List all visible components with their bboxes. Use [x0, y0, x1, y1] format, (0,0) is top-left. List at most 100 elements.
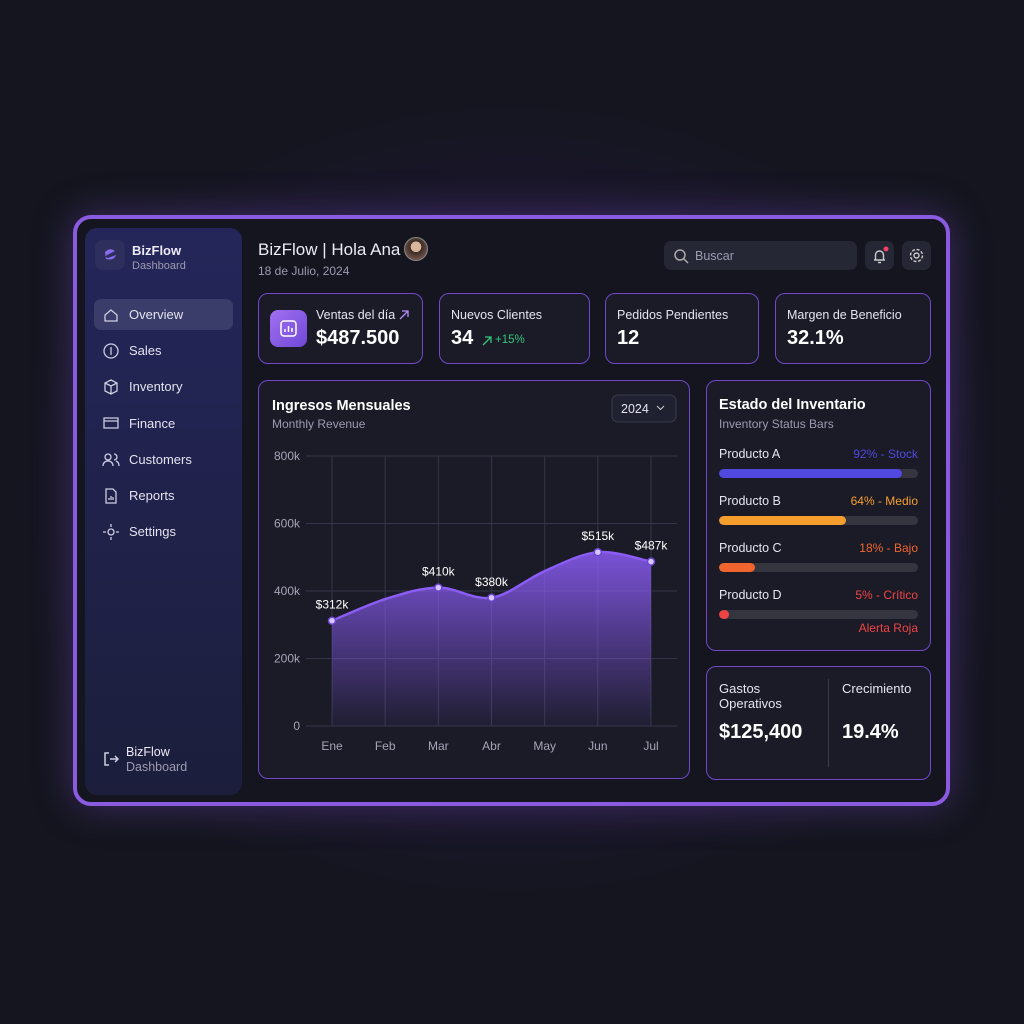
nav-item[interactable]: Overview: [94, 299, 233, 330]
icon-path: [103, 343, 119, 359]
brand: BizFlow: [132, 243, 182, 258]
kpi-icon: [270, 310, 307, 347]
point: [434, 583, 443, 592]
footer-title[interactable]: BizFlow: [126, 745, 170, 759]
y-tick-label: 400k: [274, 584, 301, 598]
kpi-card: Pedidos Pendientes 12: [605, 293, 759, 364]
bar-track: [719, 563, 918, 572]
nav-icon: [105, 487, 117, 504]
chart-panel: Ingresos Mensuales Monthly Revenue 2024 …: [258, 380, 690, 779]
y-tick-label: 0: [293, 719, 300, 733]
item-status: 64% - Medio: [850, 494, 918, 508]
search-placeholder: Buscar: [695, 248, 734, 263]
inventory-panel: Estado del Inventario Inventory Status B…: [706, 380, 931, 651]
nav-label: Sales: [129, 343, 162, 359]
x-tick-label: Jun: [588, 739, 607, 753]
item-name: Producto C: [719, 541, 782, 555]
kpi-label: Margen de Beneficio: [787, 308, 902, 322]
x-tick-label: Jul: [643, 739, 658, 753]
bar: [719, 610, 729, 619]
item-status: 92% - Stock: [853, 447, 918, 461]
point: [487, 593, 496, 602]
header-date: 18 de Julio, 2024: [258, 264, 350, 278]
header-title: BizFlow | Hola Ana: [258, 240, 401, 259]
nav-item[interactable]: Inventory: [94, 371, 233, 402]
bar-track: [719, 610, 918, 619]
nav-item[interactable]: Settings: [94, 516, 233, 547]
nav-item[interactable]: Finance: [94, 408, 233, 439]
summary-value: $125,400: [719, 721, 803, 743]
year-select[interactable]: [611, 394, 677, 423]
kpi-label: Ventas del día: [316, 308, 396, 322]
nav-icon: [102, 453, 120, 467]
nav-label: Finance: [129, 415, 176, 431]
summary-label: Gastos Operativos: [719, 681, 782, 711]
bar-track: [719, 469, 918, 478]
item-status: 5% - Crítico: [855, 588, 918, 602]
nav-label: Customers: [129, 451, 192, 467]
x-tick-label: Abr: [482, 739, 501, 753]
data-label: $380k: [475, 575, 509, 589]
bar: [719, 469, 903, 478]
avatar[interactable]: [404, 237, 428, 261]
icon-path: [105, 487, 117, 504]
icon-path: [102, 453, 120, 467]
kpi-value: 32.1%: [787, 327, 844, 349]
brand-sub: Dashboard: [132, 260, 186, 272]
nav-label: Reports: [129, 488, 175, 503]
item-status: 18% - Bajo: [859, 541, 918, 555]
y-tick-label: 800k: [274, 449, 301, 463]
icon-path: [103, 417, 119, 429]
item-name: Producto B: [719, 494, 781, 508]
inventory-title: Estado del Inventario: [719, 397, 866, 413]
nav-icon: [103, 523, 119, 540]
inventory-subtitle: Inventory Status Bars: [719, 417, 834, 431]
kpi-value: $487.500: [316, 327, 400, 349]
summary-label: Crecimiento: [842, 681, 912, 696]
x-tick-label: Mar: [428, 739, 449, 753]
point: [593, 547, 603, 557]
dropdown-icon: [656, 405, 665, 411]
nav-icon: [103, 417, 119, 429]
data-label: $487k: [635, 539, 669, 553]
icon-path: [104, 308, 118, 322]
nav-label: Settings: [129, 524, 176, 540]
point: [646, 557, 656, 566]
nav-item[interactable]: Customers: [94, 444, 233, 475]
search-box[interactable]: Buscar: [664, 241, 857, 270]
nav-icon: [104, 379, 118, 395]
x-tick-label: Feb: [375, 739, 396, 753]
divider: [828, 679, 829, 767]
kpi-change: +15%: [495, 334, 525, 346]
logout-icon: [102, 750, 120, 773]
logo: [95, 240, 125, 270]
nav-item[interactable]: Sales: [94, 335, 233, 366]
nav-item[interactable]: Reports: [94, 480, 233, 511]
kpi-card: Margen de Beneficio 32.1%: [775, 293, 931, 364]
nav-icon: [103, 343, 119, 359]
kpi-card: Ventas del día $487.500: [258, 293, 423, 364]
kpi-card: Nuevos Clientes 34 +15%: [439, 293, 590, 364]
chart: Ingresos Mensuales Monthly Revenue 2024 …: [272, 394, 677, 753]
settings-button[interactable]: [902, 241, 931, 270]
bar: [719, 563, 755, 572]
alert-label: Alerta Roja: [858, 621, 918, 635]
kpi-label: Pedidos Pendientes: [617, 308, 729, 322]
footer-subtitle: Dashboard: [126, 760, 188, 774]
area: [332, 552, 651, 726]
icon-path: [103, 523, 119, 540]
point: [327, 616, 337, 625]
bar-track: [719, 516, 918, 525]
trend-icon: [482, 336, 492, 346]
data-label: $410k: [422, 565, 456, 579]
summary-value: 19.4%: [842, 721, 899, 743]
data-label: $312k: [316, 598, 350, 612]
nav-label: Inventory: [129, 379, 183, 395]
chart-subtitle: Monthly Revenue: [272, 417, 366, 431]
notifications-button[interactable]: [865, 241, 894, 270]
y-tick-label: 600k: [274, 517, 301, 531]
item-name: Producto D: [719, 588, 782, 602]
year-label: 2024: [621, 402, 649, 416]
icon-path: [104, 379, 118, 395]
